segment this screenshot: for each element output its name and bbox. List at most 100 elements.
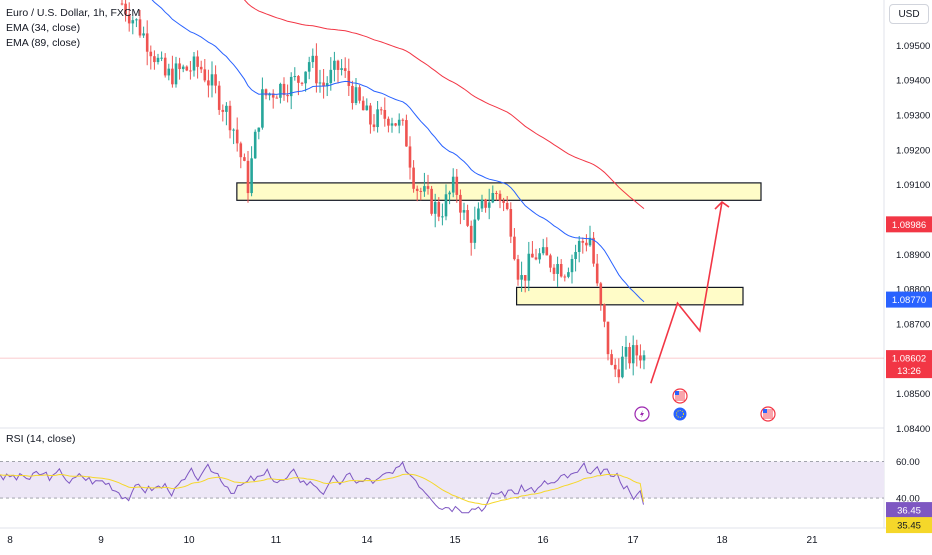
candle-body <box>372 124 376 128</box>
candle-body <box>369 105 372 125</box>
candle-body <box>264 89 268 96</box>
x-tick-label: 16 <box>537 535 549 546</box>
candle-body <box>297 76 300 83</box>
candle-body <box>127 14 131 24</box>
candle-body <box>559 264 563 277</box>
candle-body <box>293 76 297 78</box>
x-tick-label: 9 <box>98 535 104 546</box>
price-label-current: 1.08602 <box>892 354 926 365</box>
candle-body <box>437 202 441 217</box>
candle-body <box>552 267 556 274</box>
price-label-ema-slow-bg <box>886 216 932 233</box>
us-canton <box>763 409 767 413</box>
y-tick-label: 1.08400 <box>896 424 930 435</box>
candle-body <box>153 56 156 63</box>
candle-body <box>300 82 304 84</box>
candle-body <box>178 63 181 70</box>
candle-body <box>610 354 613 365</box>
candle-body <box>523 275 527 281</box>
y-tick-label: 1.08800 <box>896 285 930 296</box>
candle-body <box>509 209 513 237</box>
candle-body <box>466 210 469 226</box>
rsi-value-label: 36.45 <box>897 506 921 517</box>
ema-fast-legend[interactable]: EMA (34, close) <box>6 22 81 34</box>
us-canton <box>675 391 679 395</box>
x-tick-label: 11 <box>271 535 282 546</box>
candle-body <box>527 253 531 281</box>
candle-body <box>387 118 390 126</box>
ema-slow-line <box>243 0 645 209</box>
candle-body <box>516 259 520 280</box>
candle-body <box>124 3 127 15</box>
candle-body <box>585 242 588 246</box>
candle-body <box>286 95 289 97</box>
price-label-ema-slow: 1.08986 <box>892 220 926 231</box>
candle-body <box>185 66 189 71</box>
candle-body <box>520 275 523 280</box>
candle-body <box>120 3 124 5</box>
candle-body <box>397 119 401 126</box>
candle-body <box>538 253 541 260</box>
candle-body <box>315 55 318 84</box>
rsi-level-label: 40.00 <box>896 494 920 505</box>
candle-body <box>149 51 153 57</box>
candle-body <box>412 167 415 189</box>
candle-body <box>613 364 617 370</box>
candle-body <box>145 33 149 52</box>
candle-body <box>376 109 379 128</box>
rsi-band <box>0 461 884 499</box>
candle-body <box>441 216 444 218</box>
candle-body <box>347 70 351 86</box>
rsi-legend[interactable]: RSI (14, close) <box>6 433 76 445</box>
candle-body <box>181 66 185 70</box>
x-tick-label: 18 <box>716 535 728 546</box>
sr-zone <box>515 286 744 306</box>
price-label-current-bg <box>886 350 932 379</box>
candle-body <box>390 123 394 126</box>
rsi-value-label-bg <box>886 502 932 519</box>
candle-body <box>606 321 610 355</box>
candle-body <box>624 346 628 357</box>
candle-body <box>207 80 210 86</box>
y-tick-label: 1.08900 <box>896 250 930 261</box>
candle-body <box>196 56 199 67</box>
candle-body <box>214 74 217 86</box>
candle-body <box>599 283 603 305</box>
candle-body <box>433 202 437 214</box>
rsi-ma-value-label: 35.45 <box>897 521 921 532</box>
candle-body <box>365 105 369 111</box>
candle-body <box>261 89 264 128</box>
candle-body <box>336 60 340 70</box>
candle-body <box>635 345 639 356</box>
candle-body <box>171 68 174 85</box>
x-tick-label: 17 <box>627 535 639 546</box>
y-tick-label: 1.09100 <box>896 180 930 191</box>
candle-body <box>563 276 567 278</box>
candle-body <box>217 85 221 110</box>
candle-body <box>163 57 167 76</box>
candle-body <box>631 345 635 364</box>
candle-body <box>329 69 333 84</box>
y-tick-label: 1.08700 <box>896 319 930 330</box>
candle-body <box>333 60 336 70</box>
candle-body <box>592 237 595 264</box>
candle-body <box>430 188 433 214</box>
candle-body <box>469 225 473 243</box>
ema-slow-legend[interactable]: EMA (89, close) <box>6 37 81 49</box>
eu-stars <box>676 410 684 418</box>
currency-button[interactable]: USD <box>889 4 929 24</box>
candle-body <box>534 257 538 260</box>
candle-body <box>307 62 311 72</box>
y-tick-label: 1.09500 <box>896 41 930 52</box>
candle-body <box>477 208 480 220</box>
candle-body <box>257 127 261 132</box>
candle-body <box>603 304 606 322</box>
candle-body <box>354 87 358 104</box>
price-label-ema-fast: 1.08770 <box>892 295 926 306</box>
candle-body <box>383 109 387 119</box>
candle-body <box>401 119 405 121</box>
symbol-title[interactable]: Euro / U.S. Dollar, 1h, FXCM <box>6 7 141 19</box>
candle-body <box>243 157 246 161</box>
